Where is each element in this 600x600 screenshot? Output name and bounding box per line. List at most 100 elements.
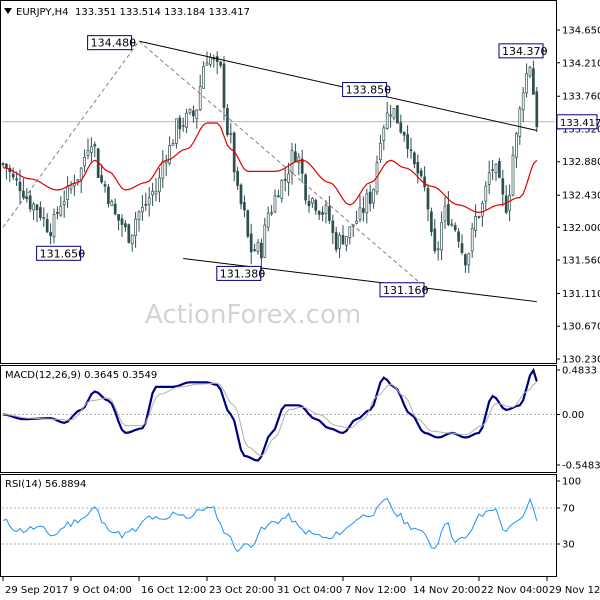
candle-body	[436, 248, 440, 251]
candle-body	[86, 150, 90, 156]
moving-average	[2, 122, 538, 214]
candle-body	[73, 183, 76, 187]
candle-body	[416, 162, 420, 174]
candle-body	[498, 161, 501, 178]
current-price-label: 133.417	[560, 118, 600, 129]
candle-body	[253, 249, 256, 252]
macd-tick-label: -0.5483	[562, 461, 600, 472]
candle-body	[117, 214, 120, 221]
candle-body	[59, 205, 63, 216]
candle-body	[5, 163, 8, 169]
candle-body	[62, 201, 66, 205]
candle-body	[28, 195, 32, 210]
candle-body	[368, 191, 372, 204]
candle-body	[22, 190, 25, 198]
candle-body	[406, 134, 409, 149]
candle-body	[79, 167, 83, 181]
candle-body	[205, 62, 209, 66]
candle-body	[481, 202, 484, 217]
candle-body	[294, 151, 297, 163]
candle-body	[222, 63, 226, 108]
candle-body	[494, 163, 498, 173]
collapse-triangle-icon	[4, 8, 12, 14]
candle-body	[392, 108, 396, 119]
candle-body	[93, 144, 97, 147]
price-tick-label: 132.000	[562, 223, 600, 234]
candle-body	[39, 207, 42, 218]
time-tick-label: 31 Oct 04:00	[277, 585, 342, 596]
candle-body	[164, 160, 168, 164]
rsi-tick-label: 100	[562, 477, 581, 488]
candle-body	[141, 206, 144, 213]
candle-body	[372, 189, 375, 204]
candle-body	[464, 254, 467, 266]
candle-body	[314, 200, 318, 211]
candle-body	[484, 185, 488, 202]
candle-body	[49, 232, 52, 237]
candle-body	[508, 194, 511, 211]
candle-body	[355, 220, 358, 224]
candle-body	[307, 201, 311, 207]
candle-body	[137, 211, 141, 220]
candle-body	[52, 214, 56, 238]
candle-body	[256, 242, 260, 252]
solid-trendline	[183, 258, 537, 303]
candle-body	[419, 170, 423, 177]
price-tick-label: 132.430	[562, 191, 600, 202]
candle-body	[209, 57, 212, 65]
candle-body	[290, 150, 294, 173]
time-axis: 29 Sep 2017 9 Oct 04:00 16 Oct 12:00 23 Oct…	[2, 577, 600, 596]
candle-body	[178, 117, 182, 130]
ohlc-values: 133.351 133.514 133.184 133.417	[75, 7, 250, 18]
candle-body	[260, 242, 263, 259]
candle-body	[413, 152, 416, 165]
candle-body	[324, 204, 328, 214]
trendlines	[2, 40, 537, 303]
candle-body	[525, 73, 528, 94]
candle-body	[154, 190, 158, 195]
candle-body	[338, 234, 341, 249]
price-callouts: 134.480 131.650 131.380 133.850 131.160 134.3…	[36, 35, 548, 298]
candle-body	[277, 195, 280, 198]
candle-body	[32, 203, 35, 211]
candle-body	[202, 66, 205, 89]
callout-label: 134.370	[502, 45, 548, 58]
callout-label: 131.380	[220, 267, 265, 280]
candle-body	[345, 236, 348, 246]
candle-body	[130, 234, 134, 245]
candle-body	[192, 110, 195, 117]
candle-body	[270, 212, 273, 215]
candle-body	[487, 172, 491, 185]
candle-body	[243, 202, 246, 211]
time-tick-label: 9 Oct 04:00	[73, 585, 132, 596]
candle-body	[453, 225, 457, 231]
candle-body	[433, 228, 437, 252]
time-tick-label: 14 Nov 20:00	[413, 585, 480, 596]
price-tick-label: 133.760	[562, 92, 600, 103]
candle-body	[76, 179, 80, 182]
callout-label: 131.650	[40, 247, 86, 260]
candle-body	[341, 234, 345, 245]
candle-body	[107, 186, 110, 204]
callout-label: 133.850	[346, 84, 392, 97]
candle-body	[236, 170, 239, 186]
macd-panel-frame	[0, 365, 557, 473]
candle-body	[103, 184, 107, 187]
candle-body	[90, 146, 93, 153]
candle-body	[399, 122, 403, 133]
candle-body	[35, 204, 39, 211]
macd-y-axis: 0.4833 0.00 -0.5483	[556, 366, 600, 472]
candle-body	[45, 218, 49, 233]
candle-body	[110, 201, 114, 207]
candle-body	[280, 180, 284, 199]
candle-body	[229, 133, 233, 135]
candle-body	[161, 161, 165, 179]
rsi-line	[2, 497, 538, 553]
candle-body	[42, 217, 46, 219]
candle-body	[124, 223, 127, 228]
candle-body	[491, 169, 494, 171]
candle-body	[239, 184, 243, 205]
time-tick-label: 29 Sep 2017	[5, 585, 68, 596]
candle-body	[83, 157, 86, 167]
